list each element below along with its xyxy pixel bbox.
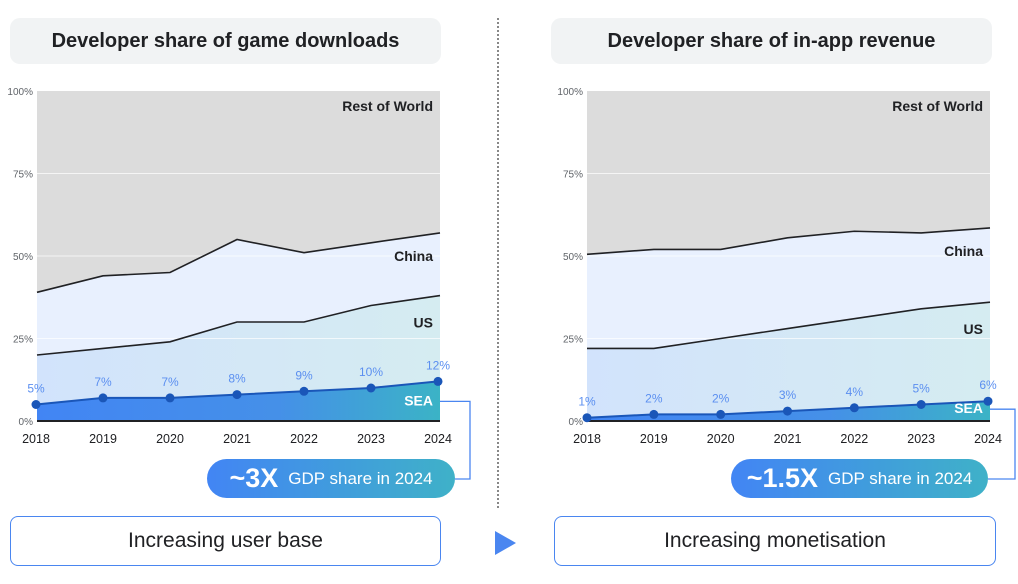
callout-pill-revenue: ~1.5X GDP share in 2024 <box>731 459 988 498</box>
x-tick-label: 2024 <box>424 432 452 446</box>
x-tick-label: 2020 <box>156 432 184 446</box>
footer-box-monetisation: Increasing monetisation <box>554 516 996 566</box>
line-us <box>587 301 991 350</box>
sea-point <box>299 386 309 396</box>
legend-label-china: China <box>394 248 433 264</box>
callout-multiplier: ~3X <box>229 463 279 493</box>
chart-1: 1% 2% 2% 3% 4% 5% 6% 2018 2019 2020 2021 2022 2023 20… <box>557 87 1016 480</box>
sea-data-label: 8% <box>228 372 246 386</box>
sea-point <box>916 400 926 409</box>
x-tick-label: 2021 <box>774 432 802 446</box>
sea-data-label: 12% <box>426 358 450 372</box>
sea-point <box>716 409 726 419</box>
area-sea <box>36 381 440 421</box>
sea-point <box>649 409 659 419</box>
y-tick-label: 100% <box>7 87 33 98</box>
legend-label-china: China <box>944 243 983 259</box>
callout-text: GDP share in 2024 <box>288 468 433 488</box>
sea-data-label: 7% <box>161 375 179 389</box>
x-tick-label: 2024 <box>974 432 1002 446</box>
callout-pill-downloads: ~3X GDP share in 2024 <box>207 459 455 498</box>
area-us <box>587 302 990 421</box>
sea-point <box>983 396 993 406</box>
x-tick-label: 2018 <box>22 432 50 446</box>
sea-point <box>98 393 108 403</box>
y-tick-label: 0% <box>569 417 584 428</box>
y-tick-label: 75% <box>13 170 33 181</box>
legend-label-us: US <box>414 315 433 331</box>
x-tick-label: 2019 <box>89 432 117 446</box>
sea-data-label: 4% <box>846 385 864 399</box>
legend-label-rest-of-world: Rest of World <box>892 98 983 114</box>
chart-title-downloads: Developer share of game downloads <box>10 18 441 64</box>
sea-point <box>582 413 592 423</box>
sea-point <box>433 376 443 386</box>
chart-title-revenue: Developer share of in-app revenue <box>551 18 992 64</box>
footer-box-user-base: Increasing user base <box>10 516 441 566</box>
line-china <box>36 232 441 294</box>
chart-0: 5% 7% 7% 8% 9% 10% 12% 2018 2019 2020 2021 2022 2023… <box>7 87 471 480</box>
callout-connector <box>440 400 471 480</box>
legend-label-rest-of-world: Rest of World <box>342 98 433 114</box>
line-china <box>586 227 991 256</box>
y-tick-label: 100% <box>557 87 583 98</box>
y-tick-label: 0% <box>19 417 34 428</box>
sea-data-label: 10% <box>359 365 383 379</box>
legend-label-sea: SEA <box>404 392 433 408</box>
sea-point <box>366 383 376 393</box>
sea-data-label: 5% <box>27 382 45 396</box>
y-tick-label: 50% <box>563 252 583 263</box>
x-tick-label: 2021 <box>223 432 251 446</box>
sea-data-label: 7% <box>94 375 112 389</box>
sea-data-label: 6% <box>979 378 997 392</box>
callout-text: GDP share in 2024 <box>828 468 973 488</box>
x-tick-label: 2022 <box>290 432 318 446</box>
callout-connector <box>988 408 1016 480</box>
sea-data-label: 9% <box>295 368 313 382</box>
sea-data-label: 2% <box>712 391 730 405</box>
y-tick-label: 75% <box>563 170 583 181</box>
x-tick-label: 2019 <box>640 432 668 446</box>
legend-label-us: US <box>964 321 983 337</box>
arrow-right-icon <box>495 531 516 555</box>
sea-point <box>165 393 175 403</box>
y-tick-label: 25% <box>13 335 33 346</box>
legend-label-sea: SEA <box>954 400 983 416</box>
sea-data-label: 3% <box>779 388 797 402</box>
x-tick-label: 2022 <box>840 432 868 446</box>
divider <box>497 18 499 508</box>
line-us <box>36 294 441 356</box>
sea-point <box>849 403 859 413</box>
sea-data-label: 2% <box>645 391 663 405</box>
x-tick-label: 2018 <box>573 432 601 446</box>
sea-data-label: 5% <box>912 382 930 396</box>
x-tick-label: 2020 <box>707 432 735 446</box>
callout-multiplier: ~1.5X <box>746 463 819 493</box>
sea-point <box>783 406 792 416</box>
sea-point <box>31 400 41 409</box>
sea-point <box>232 390 242 400</box>
x-tick-label: 2023 <box>907 432 935 446</box>
x-tick-label: 2023 <box>357 432 385 446</box>
sea-data-label: 1% <box>578 395 596 409</box>
y-tick-label: 25% <box>563 335 583 346</box>
y-tick-label: 50% <box>13 252 33 263</box>
